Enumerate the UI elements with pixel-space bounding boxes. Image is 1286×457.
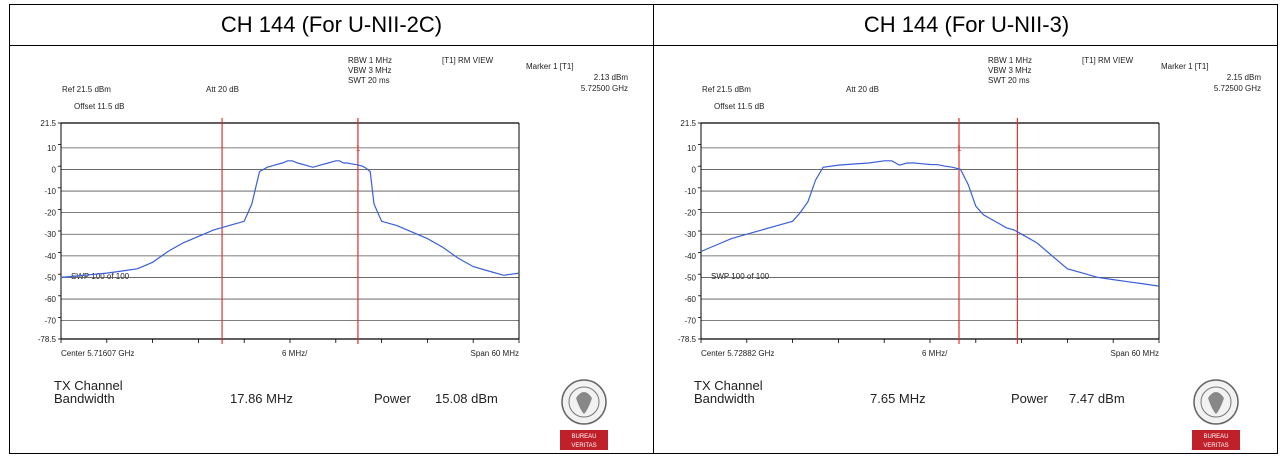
column-divider [653,5,654,453]
marker-frequency: 5.72500 GHz [581,84,628,93]
y-tick-label: -50 [44,273,56,282]
header-divider [10,45,1277,46]
marker-title: Marker 1 [T1] [1161,62,1209,71]
y-tick-label: -60 [684,295,696,304]
y-tick-label: -40 [44,252,56,261]
power-value: 15.08 dBm [435,391,498,406]
logo-text-top: BUREAU [1203,434,1228,440]
y-tick-label: -10 [684,187,696,196]
y-tick-label: 10 [687,144,696,153]
y-tick-label: 21.5 [40,119,56,128]
y-tick-label: -50 [684,273,696,282]
vbw-label: VBW 3 MHz [348,66,392,75]
offset-label: Offset 11.5 dB [74,102,124,111]
marker-level: 2.13 dBm [594,73,629,82]
marker-title: Marker 1 [T1] [526,62,574,71]
bureau-veritas-logo: BUREAU VERITAS [1192,379,1240,450]
results-table: CH 144 (For U-NII-2C) CH 144 (For U-NII-… [9,4,1278,454]
ref-level-label: Ref 21.5 dBm [62,85,111,94]
power-value: 7.47 dBm [1069,391,1125,406]
y-tick-label: -20 [44,209,56,218]
vbw-label: VBW 3 MHz [988,66,1032,75]
y-tick-label: 0 [52,165,57,174]
header-left: CH 144 (For U-NII-2C) [220,12,443,37]
y-tick-label: -30 [684,230,696,239]
logo-text-bottom: VERITAS [1203,443,1228,449]
bandwidth-label: Bandwidth [54,391,115,406]
center-frequency-label: Center 5.71607 GHz [61,349,134,358]
y-tick-label: -20 [684,209,696,218]
sweep-label: SWP 100 of 100 [711,272,770,281]
view-label: [T1] RM VIEW [442,56,494,65]
y-tick-label: -78.5 [38,335,57,344]
y-tick-label: 0 [692,165,697,174]
swt-label: SWT 20 ms [348,76,390,85]
y-tick-label: -78.5 [678,335,697,344]
rbw-label: RBW 1 MHz [988,56,1032,65]
marker-level: 2.15 dBm [1227,73,1262,82]
tx-channel-label: TX Channel [54,378,123,393]
offset-label: Offset 11.5 dB [714,102,764,111]
power-label: Power [1011,391,1048,406]
plot-area: 1 [58,118,520,344]
marker-frequency: 5.72500 GHz [1214,84,1261,93]
header-right: CH 144 (For U-NII-3) [863,12,1070,37]
y-tick-label: -30 [44,230,56,239]
y-tick-label: -60 [44,295,56,304]
spectrum-trace [60,160,520,278]
y-tick-label: -40 [684,252,696,261]
y-tick-label: -70 [44,317,56,326]
bureau-veritas-logo: BUREAU VERITAS [560,379,608,450]
marker-label: 1 [957,144,962,153]
bandwidth-label: Bandwidth [694,391,755,406]
power-label: Power [374,391,411,406]
y-tick-label: 21.5 [680,119,696,128]
ref-level-label: Ref 21.5 dBm [702,85,751,94]
span-label: Span 60 MHz [471,349,519,358]
y-tick-labels: 21.5 10 0 -10 -20 -30 -40 -50 -60 -70 -78.5 [678,119,697,344]
rbw-label: RBW 1 MHz [348,56,392,65]
division-label: 6 MHz/ [922,349,948,358]
y-tick-labels: 21.5 10 0 -10 -20 -30 -40 -50 -60 -70 -78.5 [38,119,57,344]
spectrum-panel-right: RBW 1 MHz VBW 3 MHz SWT 20 ms [T1] RM VI… [656,46,1286,454]
view-label: [T1] RM VIEW [1082,56,1134,65]
attenuation-label: Att 20 dB [206,85,239,94]
spectrum-panel-left: RBW 1 MHz VBW 3 MHz SWT 20 ms [T1] RM VI… [16,46,646,454]
logo-text-top: BUREAU [571,434,596,440]
bandwidth-value: 7.65 MHz [870,391,926,406]
center-frequency-label: Center 5.72882 GHz [701,349,774,358]
swt-label: SWT 20 ms [988,76,1030,85]
y-tick-label: -70 [684,317,696,326]
attenuation-label: Att 20 dB [846,85,879,94]
span-label: Span 60 MHz [1111,349,1159,358]
spectrum-plot-right: RBW 1 MHz VBW 3 MHz SWT 20 ms [T1] RM VI… [678,56,1262,358]
marker-label: 1 [356,144,361,153]
spectrum-plot-left: RBW 1 MHz VBW 3 MHz SWT 20 ms [T1] RM VI… [38,56,629,358]
sweep-label: SWP 100 of 100 [71,272,130,281]
plot-area: 1 [698,118,1160,344]
bandwidth-value: 17.86 MHz [230,391,293,406]
spectrum-trace [700,160,1160,287]
y-tick-label: -10 [44,187,56,196]
logo-text-bottom: VERITAS [571,443,596,449]
y-tick-label: 10 [47,144,56,153]
tx-channel-label: TX Channel [694,378,763,393]
division-label: 6 MHz/ [282,349,308,358]
